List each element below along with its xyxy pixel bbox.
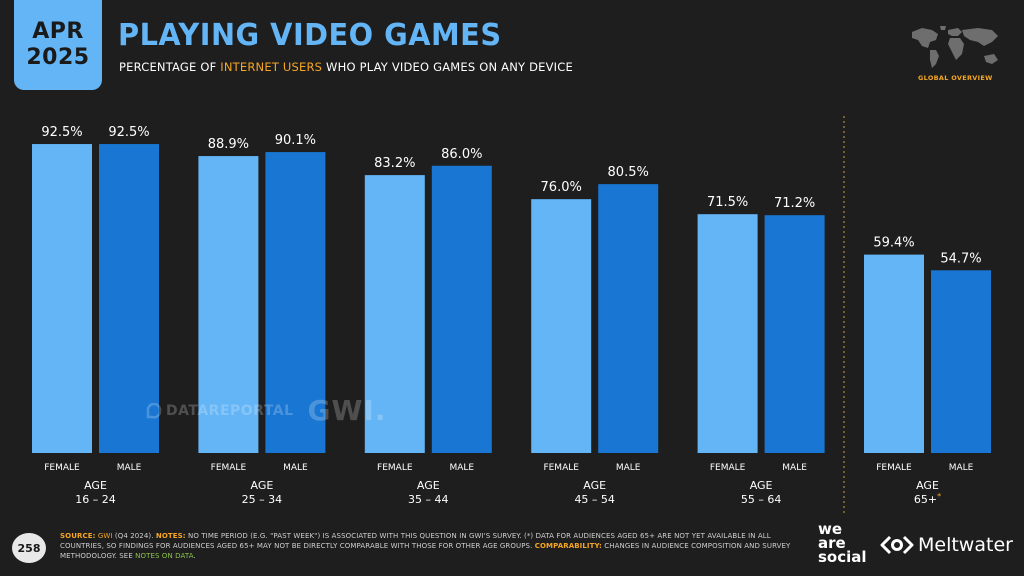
- brand-social: social: [818, 548, 867, 566]
- age-range-label: 35 – 44: [408, 493, 449, 506]
- bar-female: [864, 254, 924, 453]
- watermark-gwi: GWI.: [307, 394, 387, 427]
- meltwater-logo: Meltwater: [880, 534, 1013, 556]
- bar-female: [531, 199, 592, 453]
- datareportal-logo-icon: [146, 402, 162, 419]
- data-label: 86.0%: [441, 147, 482, 162]
- source-detail: (Q4 2024).: [112, 532, 156, 540]
- global-overview-label: GLOBAL OVERVIEW: [918, 74, 993, 82]
- footnote-end: .: [193, 552, 196, 560]
- footnote: SOURCE: GWI (Q4 2024). NOTES: NO TIME PE…: [60, 531, 800, 561]
- age-range-label: 25 – 34: [242, 493, 283, 506]
- source-name: GWI: [97, 532, 113, 540]
- data-label: 71.5%: [707, 195, 748, 210]
- subtitle-pre: PERCENTAGE OF: [119, 60, 221, 74]
- watermark: DATAREPORTAL GWI.: [146, 394, 386, 427]
- brand-are: are: [818, 534, 846, 552]
- subtitle-post: WHO PLAY VIDEO GAMES ON ANY DEVICE: [322, 60, 573, 74]
- series-label: FEMALE: [710, 463, 746, 473]
- comparability-key: COMPARABILITY:: [534, 542, 602, 550]
- series-label: FEMALE: [876, 463, 912, 473]
- series-label: FEMALE: [543, 463, 579, 473]
- date-year: 2025: [26, 45, 90, 70]
- bar-female: [32, 144, 92, 454]
- bar-male: [598, 184, 659, 453]
- group-label: AGE: [750, 479, 773, 492]
- series-label: FEMALE: [44, 463, 80, 473]
- bar-male: [99, 144, 159, 454]
- page-number: 258: [12, 533, 46, 563]
- series-label: MALE: [117, 463, 142, 473]
- group-label: AGE: [583, 479, 606, 492]
- bar-male: [764, 215, 825, 453]
- brand-we: we: [818, 520, 843, 538]
- age-range-label: 16 – 24: [75, 493, 116, 506]
- bar-male: [431, 165, 492, 453]
- we-are-social-logo: we are social: [818, 520, 867, 566]
- series-label: FEMALE: [377, 463, 413, 473]
- data-label: 54.7%: [940, 251, 981, 266]
- data-label: 76.0%: [541, 180, 582, 195]
- group-label: AGE: [250, 479, 273, 492]
- page-subtitle: PERCENTAGE OF INTERNET USERS WHO PLAY VI…: [119, 60, 573, 74]
- data-label: 59.4%: [873, 236, 914, 251]
- date-badge: APR 2025: [14, 0, 102, 90]
- date-month: APR: [32, 19, 84, 44]
- bar-female: [364, 175, 425, 453]
- source-key: SOURCE:: [60, 532, 96, 540]
- age-range-label: 55 – 64: [741, 493, 782, 506]
- meltwater-mark-icon: [880, 535, 914, 555]
- age-note-asterisk: *: [937, 492, 941, 501]
- subtitle-highlight: INTERNET USERS: [220, 60, 323, 74]
- group-label: AGE: [417, 479, 440, 492]
- series-label: MALE: [449, 463, 474, 473]
- data-label: 88.9%: [208, 137, 249, 152]
- data-label: 80.5%: [608, 165, 649, 180]
- data-label: 92.5%: [108, 125, 149, 140]
- page-title: PLAYING VIDEO GAMES: [118, 18, 502, 53]
- bar-male: [931, 270, 991, 453]
- age-range-label: 65+*: [914, 492, 941, 506]
- series-label: MALE: [949, 463, 974, 473]
- group-label: AGE: [84, 479, 107, 492]
- bar-female: [198, 156, 259, 453]
- bar-male: [265, 152, 326, 454]
- age-range-label: 45 – 54: [574, 493, 615, 506]
- series-label: MALE: [782, 463, 807, 473]
- world-map-icon: [912, 26, 998, 68]
- bar-female: [697, 214, 758, 453]
- data-label: 83.2%: [374, 156, 415, 171]
- brand-meltwater: Meltwater: [918, 534, 1013, 556]
- series-label: MALE: [616, 463, 641, 473]
- notes-on-data-link[interactable]: NOTES ON DATA: [135, 552, 194, 560]
- data-label: 71.2%: [774, 196, 815, 211]
- comparability-text: CHANGES IN AUDIENCE COMPOSITION AND SURV…: [60, 542, 791, 560]
- series-label: MALE: [283, 463, 308, 473]
- group-label: AGE: [916, 479, 939, 492]
- notes-text: NO TIME PERIOD (E.G. "PAST WEEK") IS ASS…: [60, 532, 771, 550]
- data-label: 92.5%: [41, 125, 82, 140]
- watermark-datareportal: DATAREPORTAL: [166, 402, 294, 419]
- data-label: 90.1%: [275, 133, 316, 148]
- notes-key: NOTES:: [155, 532, 186, 540]
- series-label: FEMALE: [211, 463, 247, 473]
